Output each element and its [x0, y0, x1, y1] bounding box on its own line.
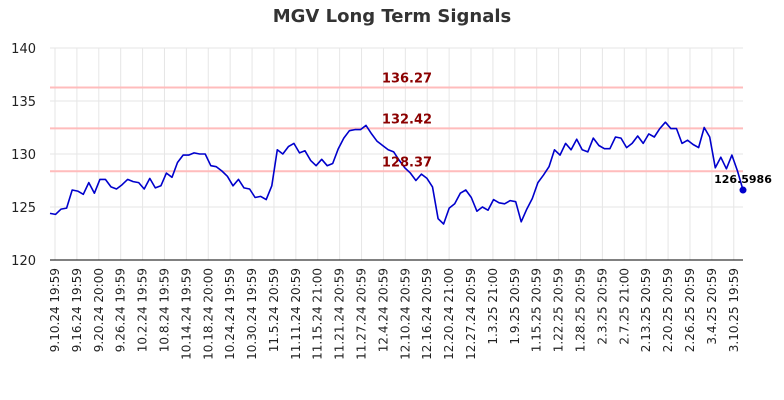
y-tick-label: 125	[11, 201, 36, 216]
x-tick-label: 12.4.24 20:59	[376, 268, 390, 352]
x-tick-label: 3.10.25 19:59	[727, 268, 741, 352]
signal-label: 128.37	[382, 155, 432, 170]
x-tick-label: 9.20.24 20:00	[92, 268, 106, 352]
x-tick-label: 9.10.24 19:59	[48, 268, 62, 352]
axes: 120 125 130 135 140 9.10.24 19:59 9.16.24 19:5…	[11, 42, 743, 360]
x-tick-label: 10.2.24 19:59	[136, 268, 150, 352]
x-tick-label: 12.27.24 20:59	[464, 268, 478, 360]
x-tick-label: 2.26.25 20:59	[683, 268, 697, 352]
x-tick-label: 2.3.25 20:59	[595, 268, 609, 345]
x-tick-label: 1.3.25 21:00	[486, 268, 500, 345]
x-tick-label: 10.24.24 19:59	[223, 268, 237, 360]
x-tick-label: 1.28.25 20:59	[573, 268, 587, 352]
labels-layer: 136.27 132.42 128.37 126.5986	[382, 72, 772, 187]
signal-label: 136.27	[382, 72, 432, 87]
x-tick-label: 11.11.24 20:59	[289, 268, 303, 360]
x-tick-label: 10.14.24 19:59	[179, 268, 193, 360]
y-tick-label: 135	[11, 95, 36, 110]
x-tick-label: 2.13.25 20:59	[639, 268, 653, 352]
x-tick-label: 12.10.24 20:59	[398, 268, 412, 360]
x-tick-label: 9.26.24 19:59	[114, 268, 128, 352]
x-tick-label: 12.20.24 21:00	[442, 268, 456, 360]
x-tick-label: 1.22.25 20:59	[552, 268, 566, 352]
x-tick-label: 10.18.24 20:00	[201, 268, 215, 360]
y-tick-label: 140	[11, 42, 36, 57]
last-value-label: 126.5986	[714, 173, 772, 186]
series-line	[49, 121, 744, 225]
x-tick-label: 2.7.25 21:00	[617, 268, 631, 345]
x-tick-label: 11.5.24 20:59	[267, 268, 281, 352]
x-tick-label: 9.16.24 19:59	[70, 268, 84, 352]
y-tick-label: 130	[11, 148, 36, 163]
x-tick-label: 11.21.24 20:59	[333, 268, 347, 360]
chart-title: MGV Long Term Signals	[272, 6, 512, 27]
x-tick-label: 1.9.25 20:59	[508, 268, 522, 345]
x-tick-label: 1.15.25 20:59	[530, 268, 544, 352]
series-layer	[49, 121, 747, 225]
last-point-marker	[739, 186, 747, 194]
x-tick-label: 11.15.24 21:00	[311, 268, 325, 360]
x-tick-label: 11.27.24 20:59	[355, 268, 369, 360]
grid-layer	[50, 47, 743, 261]
y-tick-label: 120	[11, 254, 36, 269]
x-tick-label: 2.20.25 20:59	[661, 268, 675, 352]
x-tick-label: 10.30.24 19:59	[245, 268, 259, 360]
x-tick-label: 10.8.24 19:59	[157, 268, 171, 352]
signal-label: 132.42	[382, 112, 432, 127]
x-tick-label: 3.4.25 20:59	[705, 268, 719, 345]
x-tick-label: 12.16.24 20:59	[420, 268, 434, 360]
signal-lines	[50, 86, 743, 173]
